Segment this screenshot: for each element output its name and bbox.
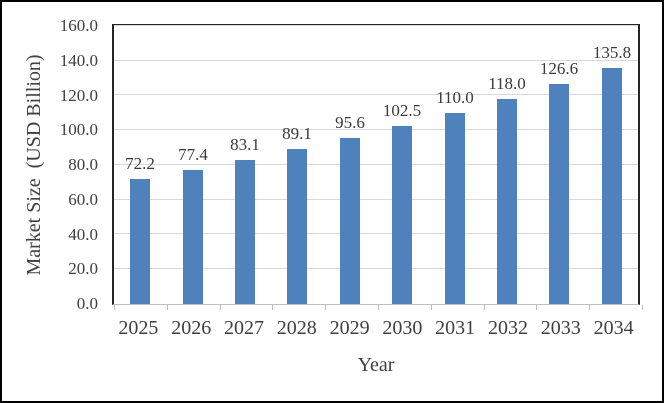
bar-2033 xyxy=(549,84,569,304)
bar-2028 xyxy=(287,149,307,304)
y-tick-label: 40.0 xyxy=(68,225,98,244)
y-tick-label: 140.0 xyxy=(59,51,98,70)
bar-value-label: 110.0 xyxy=(436,88,474,107)
bar-value-label: 72.2 xyxy=(125,154,155,173)
gridline xyxy=(114,199,638,200)
x-axis-tick-mark xyxy=(642,305,643,310)
gridline xyxy=(114,94,638,95)
x-tick-label: 2029 xyxy=(329,317,370,339)
x-tick-label: 2034 xyxy=(593,317,634,339)
x-axis-tick-mark xyxy=(220,305,221,310)
x-tick-label: 2033 xyxy=(540,317,581,339)
bar-2031 xyxy=(445,113,465,304)
x-axis-tick-mark xyxy=(378,305,379,310)
gridline xyxy=(114,233,638,234)
bar-2034 xyxy=(602,68,622,304)
bar-value-label: 95.6 xyxy=(335,113,365,132)
bar-2032 xyxy=(497,99,517,304)
x-tick-label: 2026 xyxy=(171,317,212,339)
x-axis-tick-mark xyxy=(589,305,590,310)
x-axis-tick-mark xyxy=(536,305,537,310)
gridline xyxy=(114,164,638,165)
gridline xyxy=(114,268,638,269)
x-axis-tick-mark xyxy=(325,305,326,310)
bar-2030 xyxy=(392,126,412,304)
bar-value-label: 89.1 xyxy=(282,124,312,143)
plot-area: 72.2 77.4 83.1 89.1 95.6 102.5 110.0 118.0 126.6… xyxy=(112,24,640,305)
x-tick-label: 2031 xyxy=(435,317,476,339)
x-axis-tick-mark xyxy=(114,305,115,310)
x-axis-tick-mark xyxy=(167,305,168,310)
gridline xyxy=(114,129,638,130)
bar-2025 xyxy=(130,179,150,304)
bar-value-label: 77.4 xyxy=(178,145,208,164)
y-tick-label: 120.0 xyxy=(59,86,98,105)
y-tick-label: 100.0 xyxy=(59,120,98,139)
y-tick-label: 0.0 xyxy=(76,294,98,313)
gridline xyxy=(114,60,638,61)
x-tick-label: 2032 xyxy=(487,317,528,339)
x-tick-label: 2025 xyxy=(118,317,159,339)
x-axis-tick-labels: 2025 2026 2027 2028 2029 2030 2031 2032 2033 2034 xyxy=(112,316,640,340)
bar-value-label: 126.6 xyxy=(539,59,579,78)
bar-value-label: 83.1 xyxy=(230,135,260,154)
bar-2029 xyxy=(340,138,360,304)
gridline xyxy=(114,25,638,26)
y-tick-label: 160.0 xyxy=(59,16,98,35)
x-axis-tick-mark xyxy=(431,305,432,310)
bar-value-label: 118.0 xyxy=(488,74,526,93)
y-tick-label: 60.0 xyxy=(68,190,98,209)
bar-value-label: 102.5 xyxy=(382,101,422,120)
bar-2027 xyxy=(235,160,255,304)
bar-value-label: 135.8 xyxy=(592,43,632,62)
x-axis-tick-mark xyxy=(272,305,273,310)
y-tick-label: 20.0 xyxy=(68,259,98,278)
x-axis-title: Year xyxy=(357,354,395,376)
x-tick-label: 2027 xyxy=(223,317,264,339)
bar-2026 xyxy=(183,170,203,304)
y-tick-label: 80.0 xyxy=(68,155,98,174)
x-tick-label: 2030 xyxy=(382,317,423,339)
x-tick-label: 2028 xyxy=(276,317,317,339)
x-axis-tick-mark xyxy=(484,305,485,310)
